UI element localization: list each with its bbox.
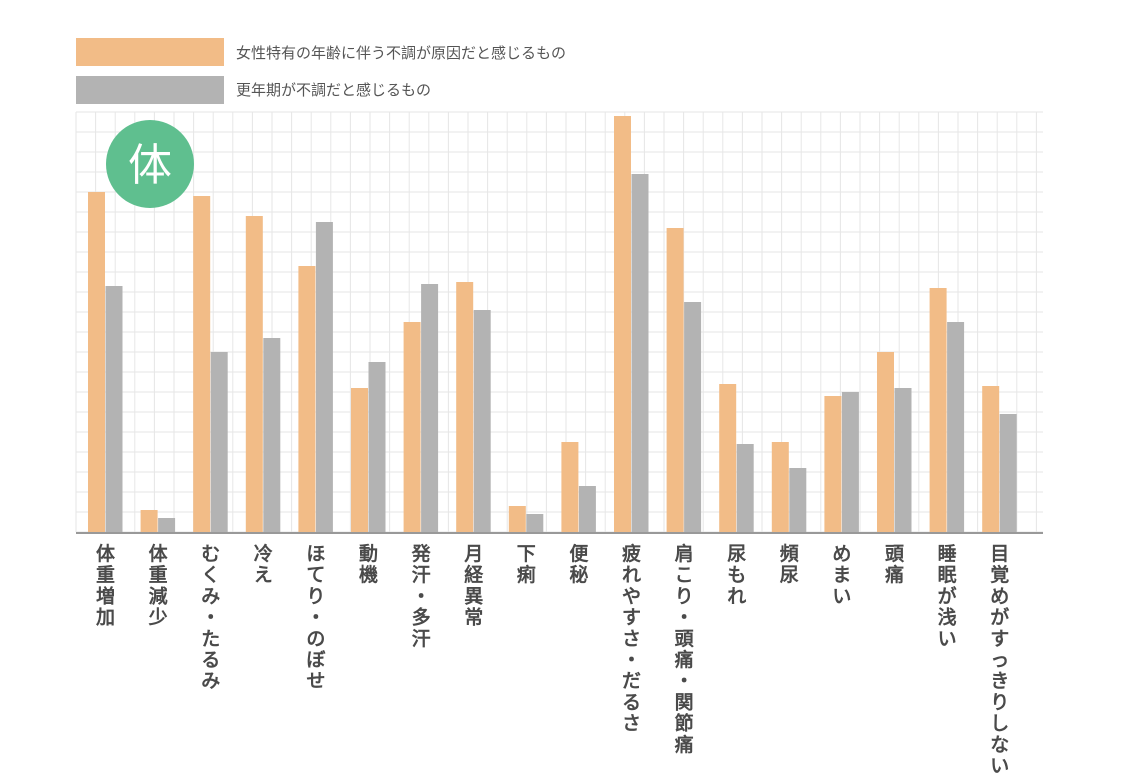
bar-series-2 — [631, 174, 649, 532]
bar-series-2 — [105, 286, 123, 532]
category-label: ほてり・のぼせ — [306, 543, 326, 692]
bar-series-1 — [561, 442, 579, 532]
category-label: 肩こり・頭痛・関節痛 — [675, 542, 695, 756]
bar-series-1 — [508, 506, 526, 532]
bar-series-2 — [210, 352, 228, 532]
bar-series-1 — [771, 442, 789, 532]
category-label: 疲れやすさ・だるさ — [622, 542, 641, 735]
legend-label-series-1: 女性特有の年齢に伴う不調が原因だと感じるもの — [236, 44, 566, 62]
bar-series-1 — [140, 510, 158, 532]
badge: 体 — [106, 120, 194, 208]
category-label: 月経異常 — [463, 543, 484, 629]
category-label: 睡眠が浅い — [938, 543, 957, 650]
legend-label-series-2: 更年期が不調だと感じるもの — [236, 81, 431, 99]
bar-series-2 — [947, 322, 965, 532]
bar-series-2 — [789, 468, 807, 532]
category-label: むくみ・たるみ — [201, 543, 220, 692]
bar-series-2 — [421, 284, 439, 532]
bar-series-1 — [88, 192, 105, 532]
bar-series-1 — [824, 396, 842, 532]
category-labels: 体重増加 体重減少 むくみ・たるみ 冷え ほてり・のぼせ 動機 発汗・多汗 月経異常 下痢便秘疲… — [95, 542, 1009, 777]
category-label: 冷え — [254, 542, 273, 586]
category-label: めまい — [832, 543, 851, 607]
bar-series-2 — [473, 310, 491, 532]
bar-series-1 — [193, 196, 211, 532]
bar-series-1 — [351, 388, 368, 532]
bar-series-1 — [877, 352, 894, 532]
bar-series-1 — [245, 216, 263, 532]
bar-series-1 — [298, 266, 316, 532]
bar-series-2 — [999, 414, 1017, 532]
category-label: 体重減少 — [148, 542, 169, 629]
bar-series-2 — [894, 388, 912, 532]
category-label: 下痢 — [517, 543, 536, 586]
bar-series-1 — [719, 384, 737, 532]
category-label: 目覚めがすっきりしない — [990, 543, 1009, 777]
category-label: 頭痛 — [885, 543, 905, 586]
badge-circle — [106, 120, 194, 208]
legend-swatch-series-2 — [76, 76, 224, 104]
bar-series-1 — [614, 116, 631, 532]
bar-series-2 — [578, 486, 596, 532]
bar-series-1 — [929, 288, 947, 532]
bar-series-2 — [368, 362, 386, 532]
bar-series-1 — [666, 228, 684, 532]
legend-swatch-series-1 — [76, 38, 224, 66]
bar-series-2 — [841, 392, 859, 532]
bar-series-1 — [982, 386, 1000, 532]
bar-series-2 — [263, 338, 281, 532]
bar-series-2 — [684, 302, 702, 532]
category-label: 頻尿 — [780, 542, 799, 586]
bar-series-2 — [158, 518, 176, 532]
chart-bars — [88, 116, 1017, 532]
bar-series-1 — [456, 282, 474, 532]
category-label: 動機 — [359, 543, 378, 586]
legend: 女性特有の年齢に伴う不調が原因だと感じるもの 更年期が不調だと感じるもの — [76, 38, 566, 104]
bar-series-2 — [315, 222, 333, 532]
category-label: 体重増加 — [95, 542, 116, 629]
category-label: 便秘 — [569, 543, 589, 586]
bar-series-2 — [526, 514, 544, 532]
bar-series-2 — [736, 444, 754, 532]
category-label: 発汗・多汗 — [411, 542, 432, 650]
bar-series-1 — [403, 322, 421, 532]
badge-label: 体 — [128, 140, 172, 191]
category-label: 尿もれ — [727, 543, 746, 607]
